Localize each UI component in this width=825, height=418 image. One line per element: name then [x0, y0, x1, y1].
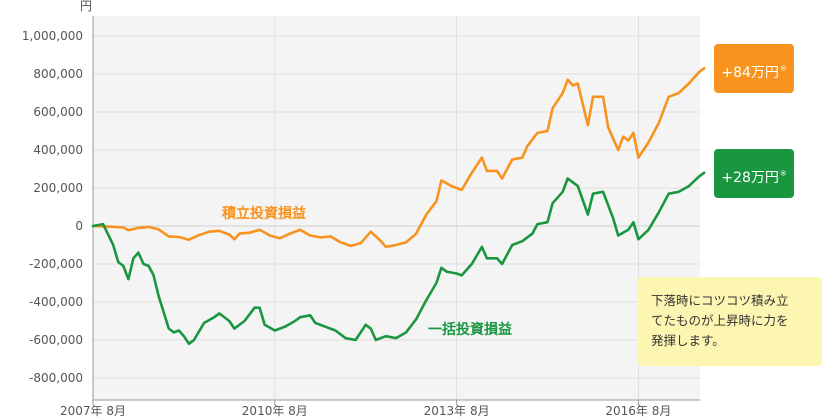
accumulated-profit-series-label: 積立投資損益 [221, 205, 306, 222]
y-tick-label: 0 [75, 219, 83, 233]
accumulated-profit-badge: +84万円※ [714, 44, 794, 93]
note-line: 下落時にコツコツ積み立 [651, 293, 789, 308]
accumulated-profit-line [91, 67, 706, 249]
y-tick-label: 400,000 [33, 143, 83, 157]
y-tick-label: 600,000 [33, 105, 83, 119]
note-line: てたものが上昇時に力を [651, 313, 789, 328]
axis-layer: 1,000,000 800,000 600,000 400,000 200,000 0 -2… [22, 0, 700, 418]
x-tick-label: 2010年 8月 [242, 404, 308, 418]
lump-sum-profit-badge-text: +28万円 [721, 170, 779, 186]
y-tick-label: -400,000 [29, 295, 83, 309]
lump-sum-profit-line [91, 171, 706, 346]
x-tick-label: 2016年 8月 [605, 404, 671, 418]
accumulated-profit-badge-text: +84万円 [721, 65, 779, 81]
plot-area [93, 16, 700, 400]
y-tick-label: 1,000,000 [22, 29, 83, 43]
y-unit-label: 円 [80, 0, 92, 13]
y-tick-label: -600,000 [29, 333, 83, 347]
x-tick-label: 2013年 8月 [424, 404, 490, 418]
note-line: 発揮します。 [651, 333, 725, 348]
series-layer [91, 67, 706, 346]
y-tick-label: 800,000 [33, 67, 83, 81]
lump-sum-profit-series-label: 一括投資損益 [428, 321, 512, 338]
lump-sum-profit-badge: +28万円※ [714, 149, 794, 198]
y-tick-label: -200,000 [29, 257, 83, 271]
accumulated-profit-badge-mark: ※ [779, 64, 787, 73]
x-tick-label: 2007年 8月 [60, 404, 126, 418]
lump-sum-profit-badge-mark: ※ [779, 169, 787, 178]
explanation-note: 下落時にコツコツ積み立 てたものが上昇時に力を 発揮します。 [637, 277, 822, 366]
y-tick-label: 200,000 [33, 181, 83, 195]
y-tick-label: -800,000 [29, 371, 83, 385]
